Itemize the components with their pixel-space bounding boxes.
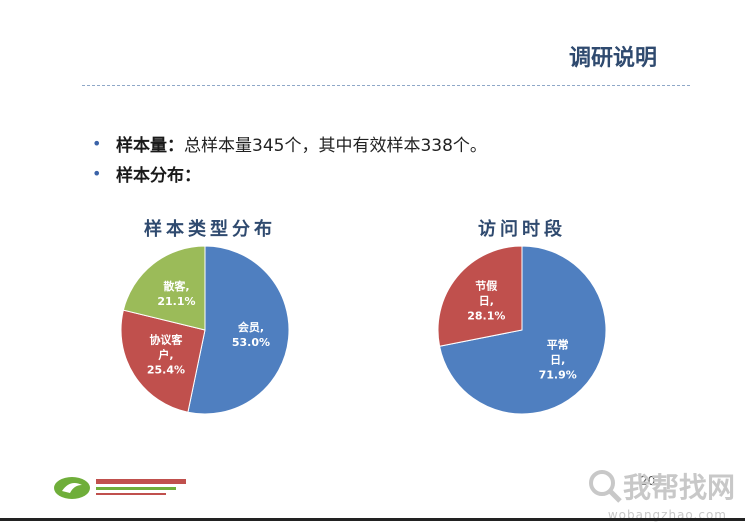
pie-chart-sample-type: 会员, 53.0% 协议客户, 25.4% 散客, 21.1%: [120, 245, 290, 415]
pie-slice-label: 会员, 53.0%: [232, 320, 270, 349]
slide-title: 调研说明: [568, 46, 657, 71]
chart-title-visit-period: 访问时段: [478, 219, 566, 240]
magnifier-icon: [588, 470, 622, 503]
pie-slice: [187, 245, 290, 415]
bullet-item: • 样本量： 总样本量345个，其中有效样本338个。: [92, 128, 487, 158]
bullet-list: • 样本量： 总样本量345个，其中有效样本338个。 • 样本分布：: [92, 128, 487, 188]
title-divider: [82, 85, 690, 86]
pie-slice: [122, 245, 206, 331]
bullet-dot-icon: •: [92, 133, 102, 153]
watermark-text: 我帮找网: [622, 471, 735, 504]
watermark: 我帮找网: [587, 466, 735, 506]
pie-slice: [120, 309, 206, 413]
pie-slice-label: 平常日, 71.9%: [539, 337, 577, 381]
page-number: 20: [640, 474, 656, 488]
bottom-rule: [0, 518, 745, 521]
bullet-label: 样本分布：: [116, 165, 201, 186]
pie-slice-label: 散客, 21.1%: [157, 279, 195, 308]
pie-slice-label: 协议客户, 25.4%: [147, 333, 185, 377]
pie-slice-label: 节假日, 28.1%: [467, 279, 505, 323]
pie-chart-visit-period: 平常日, 71.9% 节假日, 28.1%: [437, 245, 607, 415]
chart-title-sample-type: 样本类型分布: [144, 219, 276, 240]
bullet-dot-icon: •: [92, 163, 102, 183]
bullet-label: 样本量：: [116, 135, 184, 156]
bullet-text: 总样本量345个，其中有效样本338个。: [184, 135, 487, 156]
pie-slice: [438, 245, 607, 415]
pie-slice: [437, 245, 523, 347]
hotel-logo-icon: [54, 477, 186, 499]
bullet-item: • 样本分布：: [92, 158, 487, 188]
